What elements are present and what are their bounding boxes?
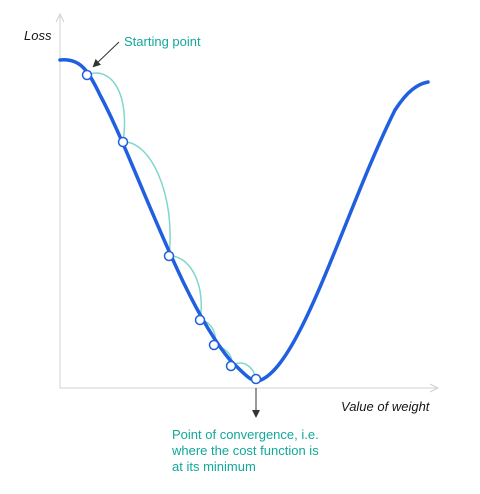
step-point-5: [208, 339, 220, 351]
step-point-3: [163, 250, 175, 262]
step-point-2: [117, 136, 129, 148]
starting-point-label: Starting point: [124, 34, 201, 49]
step-arc-3: [168, 255, 202, 321]
step-arc-2: [122, 141, 171, 257]
convergence-line-1: Point of convergence, i.e.: [172, 427, 319, 442]
y-axis-label: Loss: [24, 28, 52, 43]
y-axis-arrow: [55, 12, 65, 23]
step-arc-1: [86, 72, 126, 143]
start-arrow: [92, 41, 120, 68]
x-axis-label: Value of weight: [341, 399, 430, 414]
x-axis-arrow: [429, 383, 440, 393]
step-point-6: [225, 360, 237, 372]
convergence-label: Point of convergence, i.e. where the cos…: [172, 427, 372, 475]
convergence-line-3: at its minimum: [172, 459, 256, 474]
step-points: [81, 69, 262, 385]
step-point-7: [250, 373, 262, 385]
step-point-4: [194, 314, 206, 326]
convergence-line-2: where the cost function is: [172, 443, 319, 458]
step-point-1: [81, 69, 93, 81]
loss-curve: [58, 58, 430, 383]
